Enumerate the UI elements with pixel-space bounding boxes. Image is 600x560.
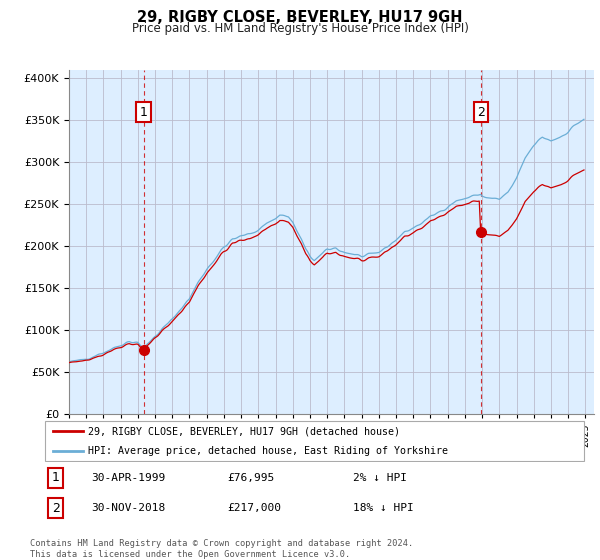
FancyBboxPatch shape	[45, 421, 584, 461]
Text: 30-APR-1999: 30-APR-1999	[91, 473, 166, 483]
Text: 29, RIGBY CLOSE, BEVERLEY, HU17 9GH: 29, RIGBY CLOSE, BEVERLEY, HU17 9GH	[137, 10, 463, 25]
Text: 2% ↓ HPI: 2% ↓ HPI	[353, 473, 407, 483]
Text: 2: 2	[52, 502, 59, 515]
Text: 2: 2	[477, 105, 485, 119]
Text: Price paid vs. HM Land Registry's House Price Index (HPI): Price paid vs. HM Land Registry's House …	[131, 22, 469, 35]
Text: 29, RIGBY CLOSE, BEVERLEY, HU17 9GH (detached house): 29, RIGBY CLOSE, BEVERLEY, HU17 9GH (det…	[88, 426, 400, 436]
Text: 1: 1	[52, 471, 59, 484]
Text: 1: 1	[140, 105, 148, 119]
Text: £217,000: £217,000	[227, 503, 281, 514]
Text: 30-NOV-2018: 30-NOV-2018	[91, 503, 166, 514]
Text: £76,995: £76,995	[227, 473, 275, 483]
Text: 18% ↓ HPI: 18% ↓ HPI	[353, 503, 414, 514]
Text: HPI: Average price, detached house, East Riding of Yorkshire: HPI: Average price, detached house, East…	[88, 446, 448, 456]
Text: Contains HM Land Registry data © Crown copyright and database right 2024.
This d: Contains HM Land Registry data © Crown c…	[30, 539, 413, 559]
